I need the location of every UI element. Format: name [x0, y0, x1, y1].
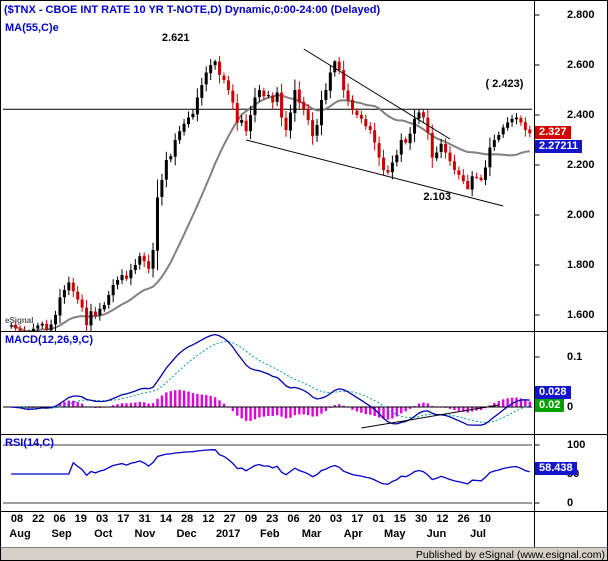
x-axis-month-label: Dec: [176, 528, 197, 540]
macd-indicator-label: MACD(12,26,9,C): [5, 334, 94, 346]
x-axis-month-label: Mar: [301, 528, 322, 540]
price-badge: 2.27211: [535, 139, 583, 153]
macd-badge: 0.028: [535, 386, 571, 399]
price-annotation: 2.103: [423, 191, 451, 203]
price-axis-label: 1.600: [567, 309, 595, 321]
price-badge: 2.327: [535, 126, 571, 140]
footer-bar: Published by eSignal (www.esignal.com): [1, 547, 607, 561]
chart-title: ($TNX - CBOE INT RATE 10 YR T-NOTE,D) Dy…: [4, 4, 381, 16]
price-axis-label: 2.800: [567, 9, 595, 21]
x-axis-month-label: Jul: [470, 528, 486, 540]
x-axis-day-label: 31: [138, 513, 151, 525]
ma-indicator-label: MA(55,C)e: [5, 22, 59, 34]
rsi-axis-label: 100: [567, 439, 586, 451]
x-axis-month-label: Jun: [426, 528, 447, 540]
x-axis-day-label: 03: [95, 513, 109, 525]
x-axis-day-label: 27: [223, 513, 236, 525]
x-axis-month-label: Oct: [94, 528, 113, 540]
x-axis-day-label: 17: [117, 513, 130, 525]
macd-badge: 0.02: [535, 399, 565, 412]
x-axis-month-label: Feb: [260, 528, 280, 540]
price-axis-label: 1.800: [567, 259, 595, 271]
x-axis-day-label: 12: [436, 513, 449, 525]
macd-axis-label: 0.1: [567, 351, 583, 363]
x-axis-day-label: 10: [478, 513, 492, 525]
rsi-badge: 58.438: [535, 462, 577, 476]
x-axis-day-label: 26: [457, 513, 470, 525]
x-axis-day-label: 03: [329, 513, 343, 525]
x-axis-day-label: 20: [308, 513, 321, 525]
x-axis-month-label: Aug: [9, 528, 31, 540]
x-axis-day-label: 01: [372, 513, 385, 525]
x-axis-month-label: 2017: [215, 528, 241, 540]
x-axis-day-label: 08: [10, 513, 24, 525]
x-axis-month-label: Sep: [51, 528, 72, 540]
footer-credit: Published by eSignal (www.esignal.com): [415, 549, 605, 561]
macd-axis-label: 0: [567, 401, 574, 413]
price-axis-label: 2.000: [567, 209, 595, 221]
esignal-watermark: eSignal: [5, 316, 34, 325]
price-axis-label: 2.600: [567, 59, 595, 71]
x-axis-month-label: Apr: [343, 528, 363, 540]
x-axis-day-label: 12: [202, 513, 215, 525]
x-axis-month-label: Nov: [134, 528, 156, 540]
price-annotation: ( 2.423): [485, 77, 524, 90]
price-axis-label: 2.400: [567, 109, 595, 121]
price-annotation: 2.621: [161, 31, 190, 44]
x-axis-day-label: 06: [287, 513, 300, 525]
x-axis-day-label: 30: [415, 513, 428, 525]
x-axis-day-label: 22: [32, 513, 45, 525]
x-axis-day-label: 17: [351, 513, 364, 525]
x-axis-day-label: 09: [244, 513, 258, 525]
x-axis-day-label: 23: [266, 513, 279, 525]
price-axis-label: 2.200: [567, 159, 595, 171]
rsi-axis-label: 0: [567, 497, 574, 509]
x-axis-day-label: 19: [74, 513, 87, 525]
x-axis-day-label: 14: [159, 513, 172, 525]
x-axis-month-label: May: [384, 528, 406, 540]
rsi-indicator-label: RSI(14,C): [5, 437, 54, 449]
x-axis-day-label: 15: [393, 513, 406, 525]
x-axis-day-label: 06: [53, 513, 66, 525]
x-axis-day-label: 28: [181, 513, 194, 525]
